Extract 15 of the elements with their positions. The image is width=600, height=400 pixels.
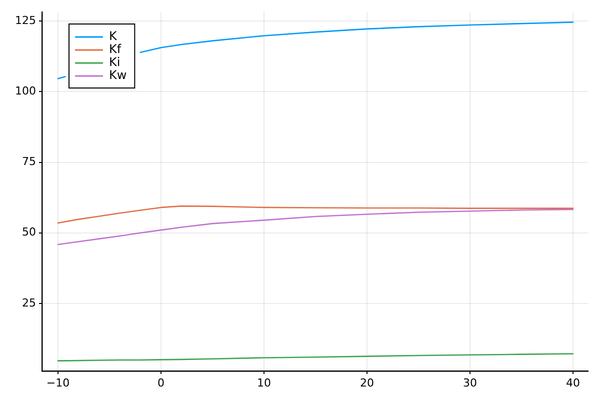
x-tick-label: 40 [566, 376, 580, 390]
legend-label: K [109, 29, 118, 44]
y-tick-label: 125 [15, 14, 36, 27]
x-tick-label: 10 [256, 376, 271, 390]
legend-label: Kw [109, 68, 127, 82]
x-tick-label: 0 [157, 376, 164, 390]
y-tick-label: 100 [15, 84, 36, 98]
y-tick-label: 75 [22, 155, 36, 168]
y-tick-label: 25 [22, 296, 36, 310]
x-tick-label: 20 [360, 376, 374, 390]
y-tick-label: 50 [22, 226, 36, 239]
legend-label: Kf [109, 42, 122, 56]
x-tick-label: −10 [46, 376, 70, 390]
x-tick-label: 30 [462, 376, 477, 390]
legend-label: Ki [109, 55, 120, 70]
